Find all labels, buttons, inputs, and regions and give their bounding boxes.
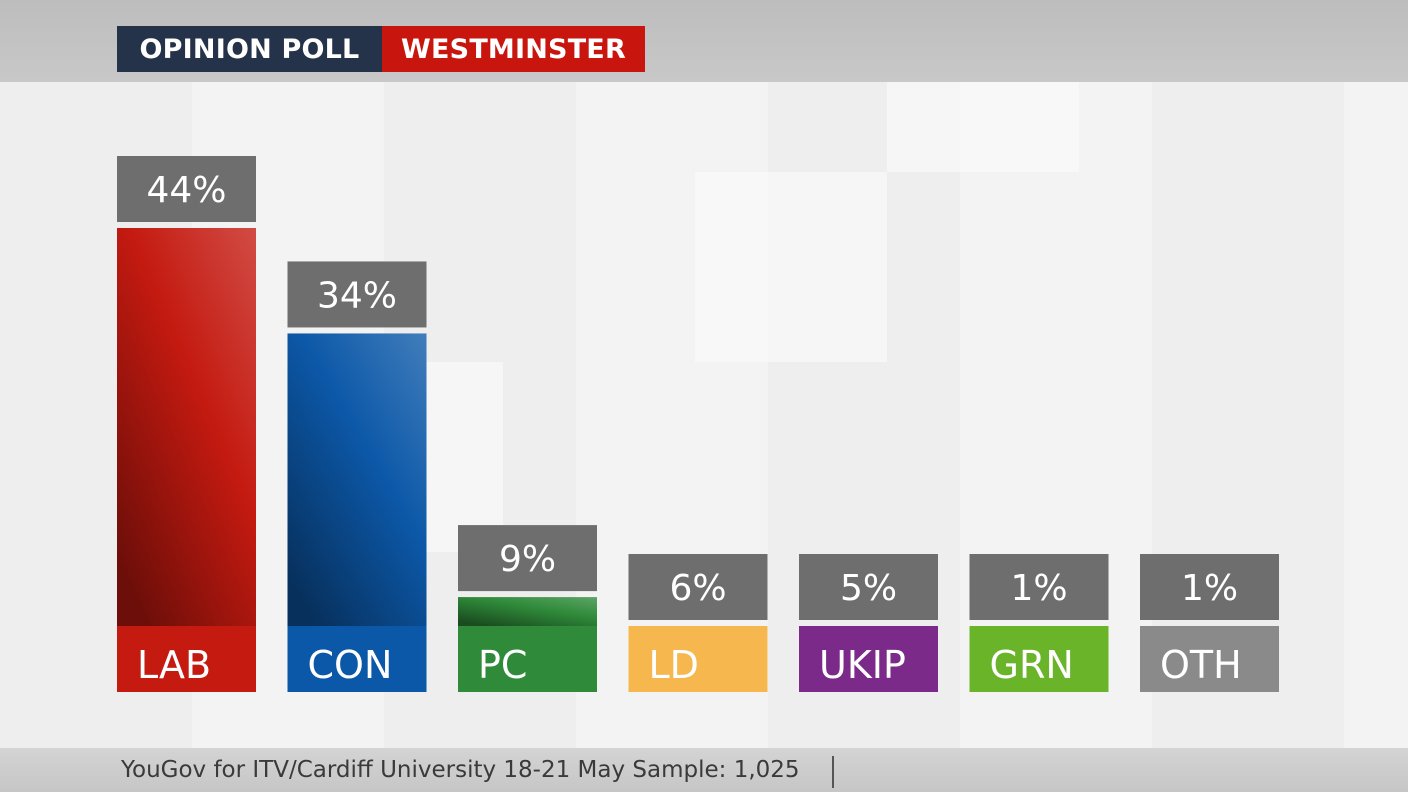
bar-group-ld: LD 6% xyxy=(628,554,768,692)
category-box-oth xyxy=(1140,626,1279,692)
value-box-pc xyxy=(458,525,597,592)
bar-group-con: CON 34% xyxy=(287,261,427,692)
bar-group-pc: PC 9% xyxy=(458,525,597,692)
westminster-label: WESTMINSTER xyxy=(401,33,626,65)
category-box-pc xyxy=(458,626,597,692)
value-label-grn: 1% xyxy=(1010,568,1067,609)
value-label-lab: 44% xyxy=(146,170,226,211)
poll-source-text: YouGov for ITV/Cardiff University 18-21 … xyxy=(121,757,800,783)
value-box-lab xyxy=(117,156,256,222)
background-tile xyxy=(887,82,1079,172)
category-box-con xyxy=(287,626,427,692)
footer-divider xyxy=(832,756,834,788)
value-box-grn xyxy=(969,554,1109,620)
category-label-con: CON xyxy=(308,643,393,687)
bar-con xyxy=(287,333,427,626)
category-box-ukip xyxy=(799,626,938,692)
bar-group-lab: LAB 44% xyxy=(117,156,256,692)
category-label-grn: GRN xyxy=(990,643,1074,687)
category-label-lab: LAB xyxy=(137,643,211,687)
value-box-con xyxy=(287,261,427,328)
bar-group-oth: OTH 1% xyxy=(1140,554,1279,692)
category-label-ld: LD xyxy=(649,643,699,687)
category-box-grn xyxy=(969,626,1109,692)
opinion-poll-label: OPINION POLL xyxy=(139,33,360,65)
value-label-oth: 1% xyxy=(1181,568,1238,609)
category-label-oth: OTH xyxy=(1160,643,1242,687)
footer-strip xyxy=(0,748,1408,792)
category-box-ld xyxy=(628,626,768,692)
value-label-ld: 6% xyxy=(669,568,726,609)
value-label-ukip: 5% xyxy=(840,568,897,609)
bar-group-grn: GRN 1% xyxy=(969,554,1109,692)
westminster-tag: WESTMINSTER xyxy=(382,26,645,72)
background-tile xyxy=(695,172,887,362)
category-box-lab xyxy=(117,626,256,692)
value-label-con: 34% xyxy=(317,275,397,316)
value-box-ukip xyxy=(799,554,938,620)
bar-lab xyxy=(117,228,256,626)
value-label-pc: 9% xyxy=(499,539,556,580)
bar-group-ukip: UKIP 5% xyxy=(799,554,938,692)
value-box-ld xyxy=(628,554,768,620)
opinion-poll-tag: OPINION POLL xyxy=(117,26,382,72)
bar-pc xyxy=(458,597,597,626)
value-box-oth xyxy=(1140,554,1279,620)
category-label-ukip: UKIP xyxy=(819,643,906,687)
category-label-pc: PC xyxy=(478,643,527,687)
